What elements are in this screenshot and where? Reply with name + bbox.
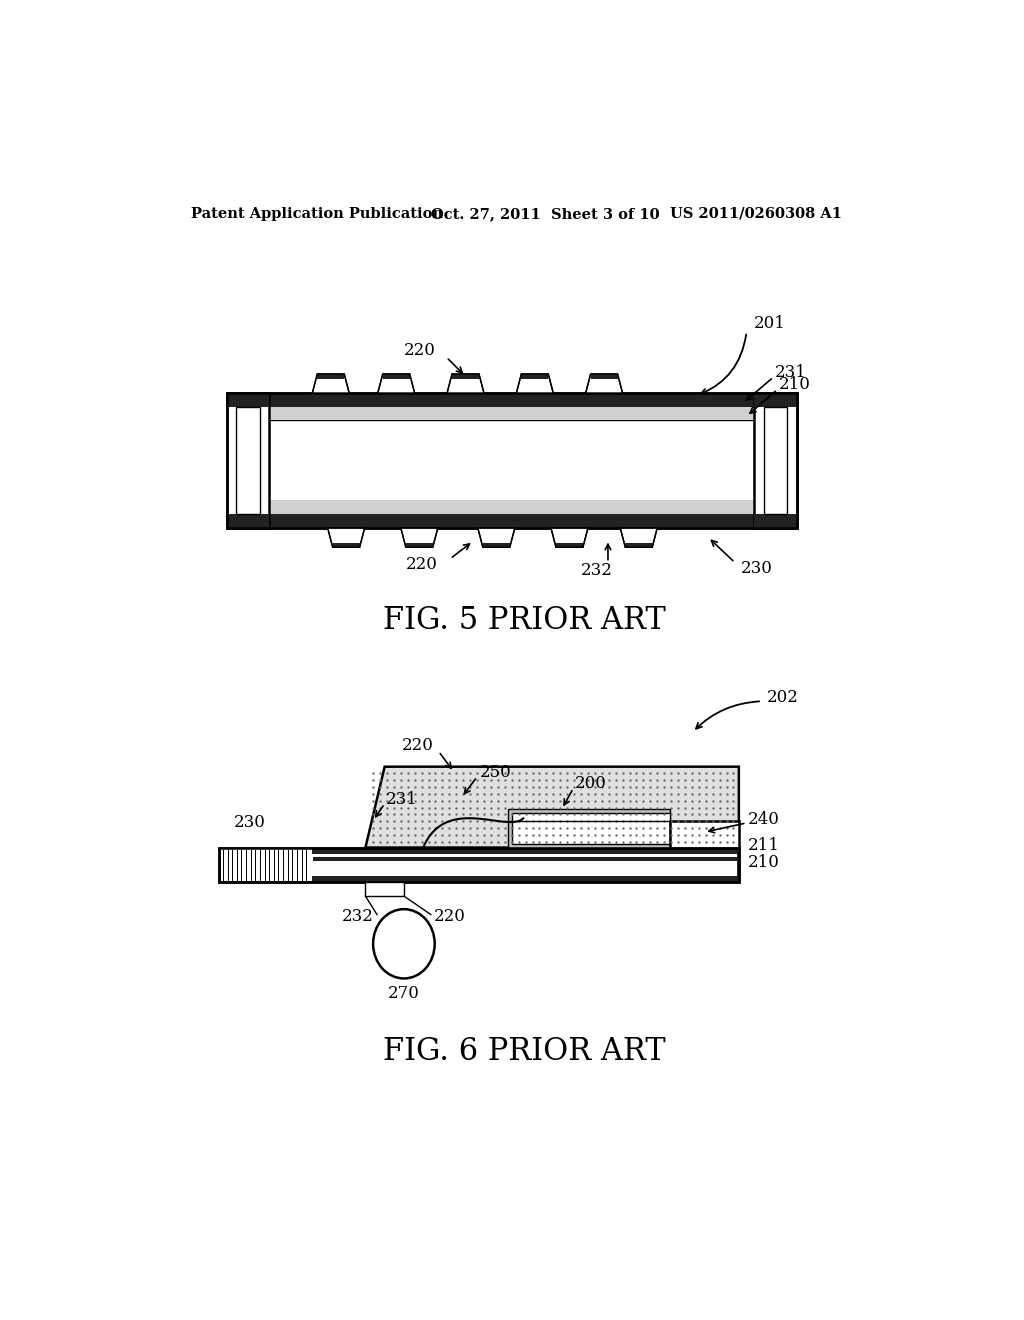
Bar xyxy=(226,393,797,528)
Polygon shape xyxy=(317,374,344,379)
Bar xyxy=(764,407,787,515)
Polygon shape xyxy=(626,543,652,548)
Bar xyxy=(226,393,797,407)
Text: 231: 231 xyxy=(386,791,418,808)
Text: 250: 250 xyxy=(479,763,511,780)
Bar xyxy=(670,821,739,847)
Text: 210: 210 xyxy=(779,376,811,393)
Text: 232: 232 xyxy=(342,908,374,925)
Bar xyxy=(269,502,755,515)
Bar xyxy=(237,407,260,515)
Text: 200: 200 xyxy=(574,775,607,792)
Text: 220: 220 xyxy=(406,556,437,573)
Text: FIG. 5 PRIOR ART: FIG. 5 PRIOR ART xyxy=(383,605,667,636)
Text: 201: 201 xyxy=(755,315,786,333)
Polygon shape xyxy=(621,528,657,548)
Text: 270: 270 xyxy=(388,985,420,1002)
Polygon shape xyxy=(378,374,415,393)
Text: 202: 202 xyxy=(767,689,799,706)
Text: 211: 211 xyxy=(749,837,780,854)
Bar xyxy=(226,393,797,528)
Polygon shape xyxy=(483,543,510,548)
Ellipse shape xyxy=(373,909,435,978)
Polygon shape xyxy=(400,528,438,548)
Polygon shape xyxy=(333,543,359,548)
Polygon shape xyxy=(591,374,617,379)
Text: Patent Application Publication: Patent Application Publication xyxy=(190,207,442,220)
Bar xyxy=(226,513,269,528)
Bar xyxy=(269,420,755,502)
Polygon shape xyxy=(478,528,515,548)
Polygon shape xyxy=(551,528,588,548)
Polygon shape xyxy=(586,374,623,393)
Bar xyxy=(755,393,797,407)
Text: 210: 210 xyxy=(749,854,780,871)
Bar xyxy=(219,847,739,882)
Text: 231: 231 xyxy=(775,364,807,381)
Text: 232: 232 xyxy=(581,562,612,579)
Bar xyxy=(508,809,670,847)
Text: 240: 240 xyxy=(749,810,780,828)
Bar xyxy=(226,393,269,407)
Bar xyxy=(269,407,755,420)
Bar xyxy=(755,393,797,528)
Text: 220: 220 xyxy=(403,342,435,359)
Polygon shape xyxy=(406,543,433,548)
Polygon shape xyxy=(452,374,479,379)
Bar xyxy=(220,849,311,880)
Polygon shape xyxy=(366,767,739,847)
Polygon shape xyxy=(328,528,365,548)
Polygon shape xyxy=(556,543,583,548)
Bar xyxy=(226,393,269,528)
Bar xyxy=(512,813,670,843)
Text: 220: 220 xyxy=(434,908,466,925)
Bar xyxy=(755,513,797,528)
Text: 230: 230 xyxy=(233,813,266,830)
Text: Oct. 27, 2011  Sheet 3 of 10: Oct. 27, 2011 Sheet 3 of 10 xyxy=(431,207,659,220)
Bar xyxy=(366,882,403,896)
Polygon shape xyxy=(521,374,548,379)
Text: FIG. 6 PRIOR ART: FIG. 6 PRIOR ART xyxy=(383,1036,667,1067)
Text: US 2011/0260308 A1: US 2011/0260308 A1 xyxy=(670,207,842,220)
Bar xyxy=(313,857,737,861)
Polygon shape xyxy=(312,374,349,393)
Polygon shape xyxy=(447,374,484,393)
Polygon shape xyxy=(516,374,553,393)
Bar xyxy=(220,854,737,876)
Text: 220: 220 xyxy=(401,738,434,755)
Text: 230: 230 xyxy=(741,560,773,577)
Polygon shape xyxy=(383,374,410,379)
Bar xyxy=(226,513,797,528)
Bar xyxy=(219,847,739,882)
